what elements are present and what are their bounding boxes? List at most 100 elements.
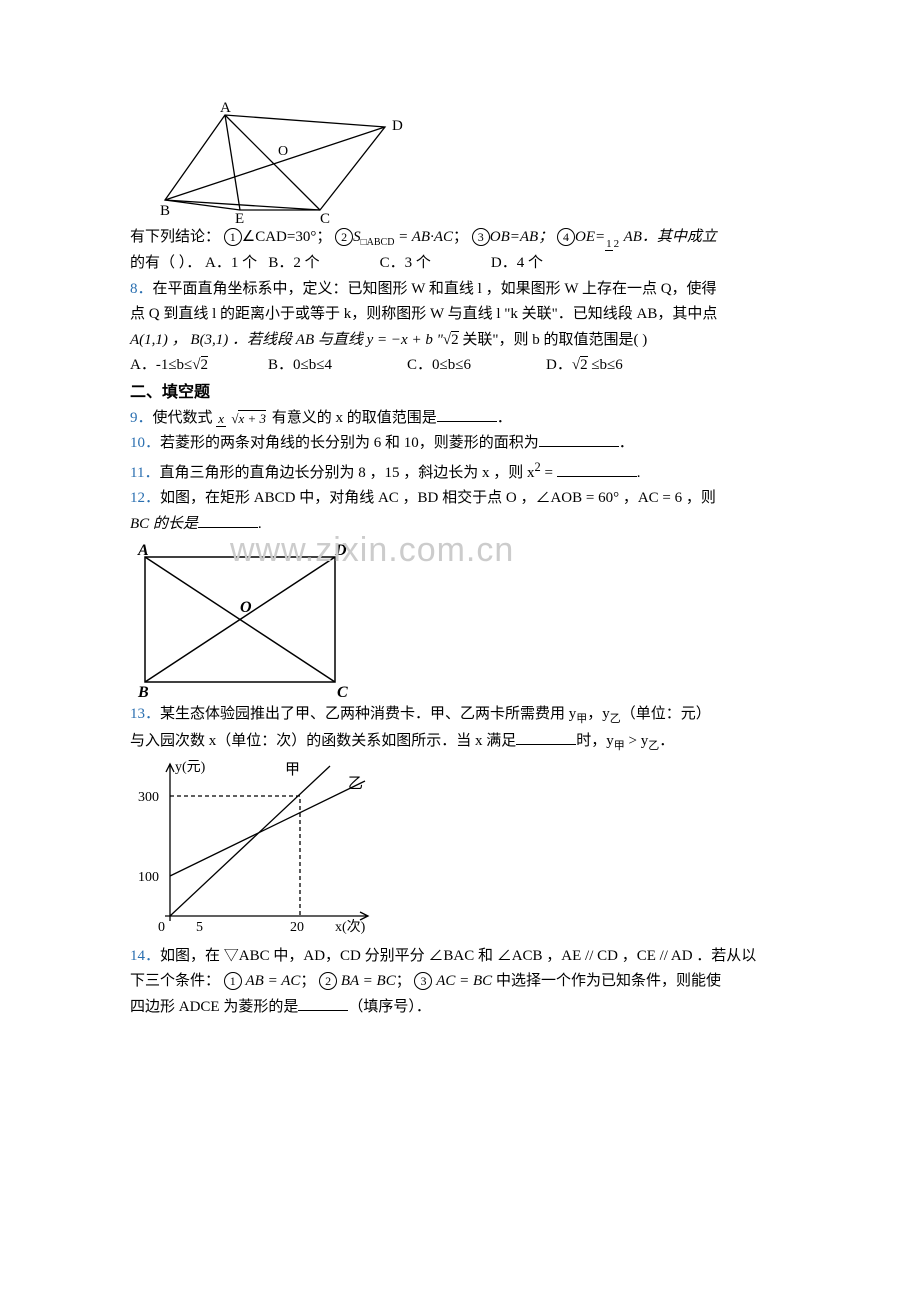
q10: 10．若菱形的两条对角线的长分别为 6 和 10，则菱形的面积为． — [130, 431, 790, 457]
label-A: A — [220, 100, 231, 116]
f2-D: D — [334, 542, 347, 559]
q14-c1: AB = AC — [246, 973, 301, 989]
f2-A: A — [137, 542, 149, 559]
q11-text: 直角三角形的直角边长分别为 8 ，15 ，斜边长为 x ，则 x — [159, 465, 534, 481]
q13-blank — [516, 744, 576, 745]
q13-sub3: 甲 — [614, 740, 625, 752]
circled-q14-2: 2 — [319, 972, 337, 990]
q14-l2b: 中选择一个作为已知条件，则能使 — [496, 973, 721, 989]
q13: 13．某生态体验园推出了甲、乙两种消费卡．甲、乙两卡所需费用 y甲，y乙（单位：… — [130, 702, 790, 755]
q7-c4pre: OE= — [575, 229, 605, 245]
q8-l3b: 关联"，则 b 的取值范围是( ) — [459, 332, 648, 348]
q14-l1: 如图，在 ▽ABC 中，AD，CD 分别平分 ∠BAC 和 ∠ACB ，AE /… — [160, 948, 756, 964]
q13-end: ． — [659, 733, 674, 749]
q10-blank — [539, 446, 619, 447]
q12-l2: BC 的长是 — [130, 516, 198, 532]
fig2-wrap: www.zixin.com.cn A D O B C — [130, 537, 790, 702]
q14-c2: BA = BC — [341, 973, 396, 989]
q14-end: （填序号）． — [348, 999, 431, 1015]
label-D: D — [392, 118, 403, 134]
q7-optB: B．2 个 — [268, 255, 319, 271]
q7-c1: ∠CAD=30°； — [242, 229, 332, 245]
q13-gt: > y — [625, 733, 648, 749]
f3-y100: 100 — [138, 870, 159, 885]
q11-num: 11． — [130, 465, 159, 481]
q7-c4den: 2 — [613, 238, 621, 250]
circled-q14-1: 1 — [224, 972, 242, 990]
q7-c3: OB=AB； — [490, 229, 553, 245]
q8-optC: C．0≤b≤6 — [407, 357, 471, 373]
q7-text: 有下列结论： 1∠CAD=30°； 2S□ABCD = AB·AC； 3OB=A… — [130, 225, 790, 277]
q14-num: 14． — [130, 948, 160, 964]
f3-zero: 0 — [158, 920, 165, 935]
q12-svg: A D O B C — [130, 537, 360, 702]
q12-end: . — [258, 516, 262, 532]
f3-xlabel: x(次) — [335, 919, 366, 935]
q7-c4post: AB．其中成立 — [620, 229, 717, 245]
q9-t2: 有意义的 x 的取值范围是 — [272, 410, 437, 426]
q14-l3: 四边形 ADCE 为菱形的是 — [130, 999, 298, 1015]
q7-prefix: 有下列结论： — [130, 229, 220, 245]
q9-num: 9． — [130, 410, 153, 426]
q8-l3a: A(1,1) ， B(3,1) ．若线段 AB 与直线 y = −x + b " — [130, 332, 443, 348]
q7-optC: C．3 个 — [380, 255, 431, 271]
q13-sub1: 甲 — [576, 713, 587, 725]
q8-optD-suf: ≤b≤6 — [588, 357, 623, 373]
label-B: B — [160, 203, 170, 219]
q9-frac-den: √x + 3 — [229, 411, 268, 426]
f2-O: O — [240, 599, 252, 616]
sqrt2-c: √2 — [572, 356, 588, 373]
q13-svg: 100 300 0 5 20 y(元) x(次) 甲 乙 — [130, 756, 390, 936]
f3-x5: 5 — [196, 920, 203, 935]
q8-optA: A．-1≤b≤ — [130, 357, 192, 373]
q13-sub2: 乙 — [610, 713, 621, 725]
q9-blank — [437, 421, 497, 422]
f3-x20: 20 — [290, 920, 304, 935]
spacer — [130, 936, 790, 944]
q13-l1b: ，y — [587, 706, 610, 722]
q11-end: . — [637, 465, 641, 481]
sqrt2-a: √2 — [443, 331, 459, 348]
circled-1: 1 — [224, 228, 242, 246]
q13-num: 13． — [130, 706, 160, 722]
circled-4: 4 — [557, 228, 575, 246]
q9-frac: x √x + 3 — [216, 412, 268, 425]
q7-c2pre: S — [353, 229, 361, 245]
q12-blank — [198, 527, 258, 528]
q7-svg: A D O B E C — [160, 100, 410, 225]
q9-end: ． — [497, 410, 512, 426]
f2-B: B — [137, 684, 149, 701]
q7-optD: D．4 个 — [491, 255, 543, 271]
q14-l2a: 下三个条件： — [130, 973, 220, 989]
circled-2: 2 — [335, 228, 353, 246]
figure-q13: 100 300 0 5 20 y(元) x(次) 甲 乙 — [130, 756, 790, 936]
q9-t1: 使代数式 — [153, 410, 217, 426]
q13-l2a: 与入园次数 x（单位：次）的函数关系如图所示．当 x 满足 — [130, 733, 516, 749]
q8-optD-pre: D． — [546, 357, 572, 373]
q13-l2b: 时，y — [576, 733, 614, 749]
f2-C: C — [337, 684, 348, 701]
q14-c3: AC = BC — [436, 973, 492, 989]
label-C: C — [320, 211, 330, 225]
q9: 9．使代数式 x √x + 3 有意义的 x 的取值范围是 ． — [130, 406, 790, 432]
f3-ylabel: y(元) — [175, 760, 206, 775]
q8-l2: 点 Q 到直线 l 的距离小于或等于 k，则称图形 W 与直线 l "k 关联"… — [130, 306, 717, 322]
q14-blank — [298, 1010, 348, 1011]
q8-num: 8． — [130, 281, 153, 297]
section-2-title: 二、填空题 — [130, 379, 790, 406]
q11-t2: = — [541, 465, 557, 481]
q10-text: 若菱形的两条对角线的长分别为 6 和 10，则菱形的面积为 — [160, 435, 539, 451]
q13-sub4: 乙 — [648, 740, 659, 752]
q11: 11．直角三角形的直角边长分别为 8 ，15 ，斜边长为 x ，则 x2 = . — [130, 457, 790, 487]
q11-blank — [557, 476, 637, 477]
f3-jia: 甲 — [285, 762, 300, 778]
q10-num: 10． — [130, 435, 160, 451]
q12: 12．如图，在矩形 ABCD 中，对角线 AC ，BD 相交于点 O ，∠AOB… — [130, 486, 790, 537]
q7-line2: 的有（ ）． — [130, 255, 201, 271]
circled-q14-3: 3 — [414, 972, 432, 990]
q14: 14．如图，在 ▽ABC 中，AD，CD 分别平分 ∠BAC 和 ∠ACB ，A… — [130, 944, 790, 1021]
figure-q7: A D O B E C — [160, 100, 790, 225]
q8: 8．在平面直角坐标系中，定义：已知图形 W 和直线 l ，如果图形 W 上存在一… — [130, 277, 790, 379]
q7-c2sub: □ABCD — [361, 237, 395, 248]
q12-num: 12． — [130, 490, 160, 506]
